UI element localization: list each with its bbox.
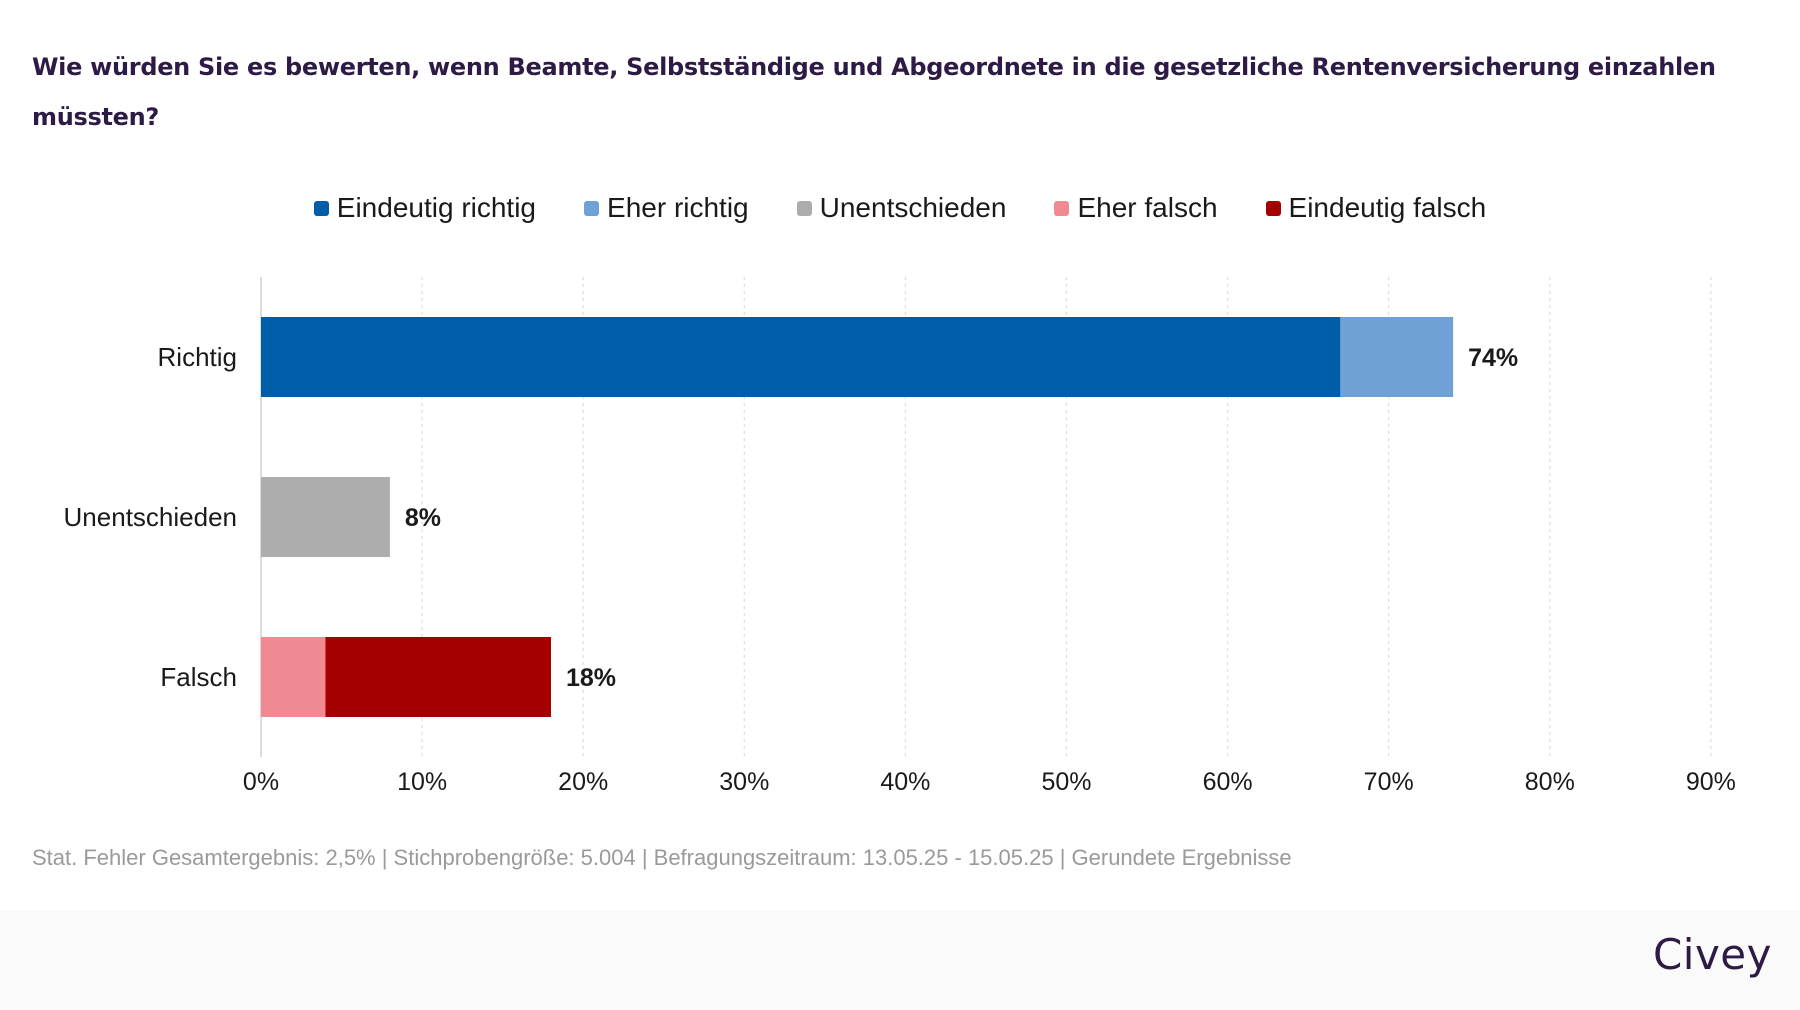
legend-item-eher-richtig: Eher richtig bbox=[584, 192, 749, 224]
legend-label: Eher falsch bbox=[1077, 192, 1218, 223]
bar-segment-eher-richtig bbox=[1340, 317, 1454, 397]
legend-item-eindeutig-falsch: Eindeutig falsch bbox=[1265, 192, 1487, 224]
chart-title: Wie würden Sie es bewerten, wenn Beamte,… bbox=[32, 53, 1716, 131]
x-tick-label: 80% bbox=[1525, 768, 1575, 796]
legend-swatch bbox=[1054, 200, 1070, 216]
legend-label: Eindeutig falsch bbox=[1288, 192, 1487, 223]
category-label: Unentschieden bbox=[64, 502, 237, 532]
bar-segment-eindeutig-falsch bbox=[325, 637, 551, 717]
x-tick-label: 70% bbox=[1364, 768, 1414, 796]
bar-segment-eindeutig-richtig bbox=[261, 317, 1341, 397]
legend-swatch bbox=[313, 200, 329, 216]
legend-label: Eher richtig bbox=[607, 192, 749, 223]
legend: Eindeutig richtig Eher richtig Unentschi… bbox=[0, 192, 1800, 224]
x-tick-label: 60% bbox=[1203, 768, 1253, 796]
bar-segment-eher-falsch bbox=[261, 637, 326, 717]
legend-swatch bbox=[584, 200, 600, 216]
total-label: 18% bbox=[566, 664, 616, 692]
x-tick-label: 0% bbox=[243, 768, 279, 796]
legend-item-unentschieden: Unentschieden bbox=[796, 192, 1007, 224]
bar-segment-unentschieden bbox=[261, 477, 390, 557]
total-label: 74% bbox=[1468, 344, 1518, 372]
total-label: 8% bbox=[405, 504, 441, 532]
category-label: Richtig bbox=[158, 342, 237, 372]
category-label: Falsch bbox=[160, 662, 237, 692]
x-tick-label: 20% bbox=[558, 768, 608, 796]
x-tick-label: 40% bbox=[880, 768, 930, 796]
bar-chart: 0% 10% 20% 30% 40% 50% 60% 70% 80% 90% Richtig 74% U… bbox=[64, 277, 1736, 796]
legend-label: Eindeutig richtig bbox=[336, 192, 537, 223]
x-tick-label: 90% bbox=[1686, 768, 1736, 796]
legend-item-eindeutig-richtig: Eindeutig richtig bbox=[313, 192, 537, 224]
legend-swatch bbox=[1265, 200, 1281, 216]
x-tick-label: 50% bbox=[1041, 768, 1091, 796]
legend-item-eher-falsch: Eher falsch bbox=[1054, 192, 1218, 224]
civey-logo: Civey bbox=[1652, 930, 1772, 979]
legend-label: Unentschieden bbox=[819, 192, 1007, 223]
x-tick-label: 30% bbox=[719, 768, 769, 796]
legend-swatch bbox=[796, 200, 812, 216]
footnote: Stat. Fehler Gesamtergebnis: 2,5% | Stic… bbox=[32, 845, 1292, 870]
x-tick-label: 10% bbox=[397, 768, 447, 796]
footer-band: Civey bbox=[0, 910, 1800, 1010]
